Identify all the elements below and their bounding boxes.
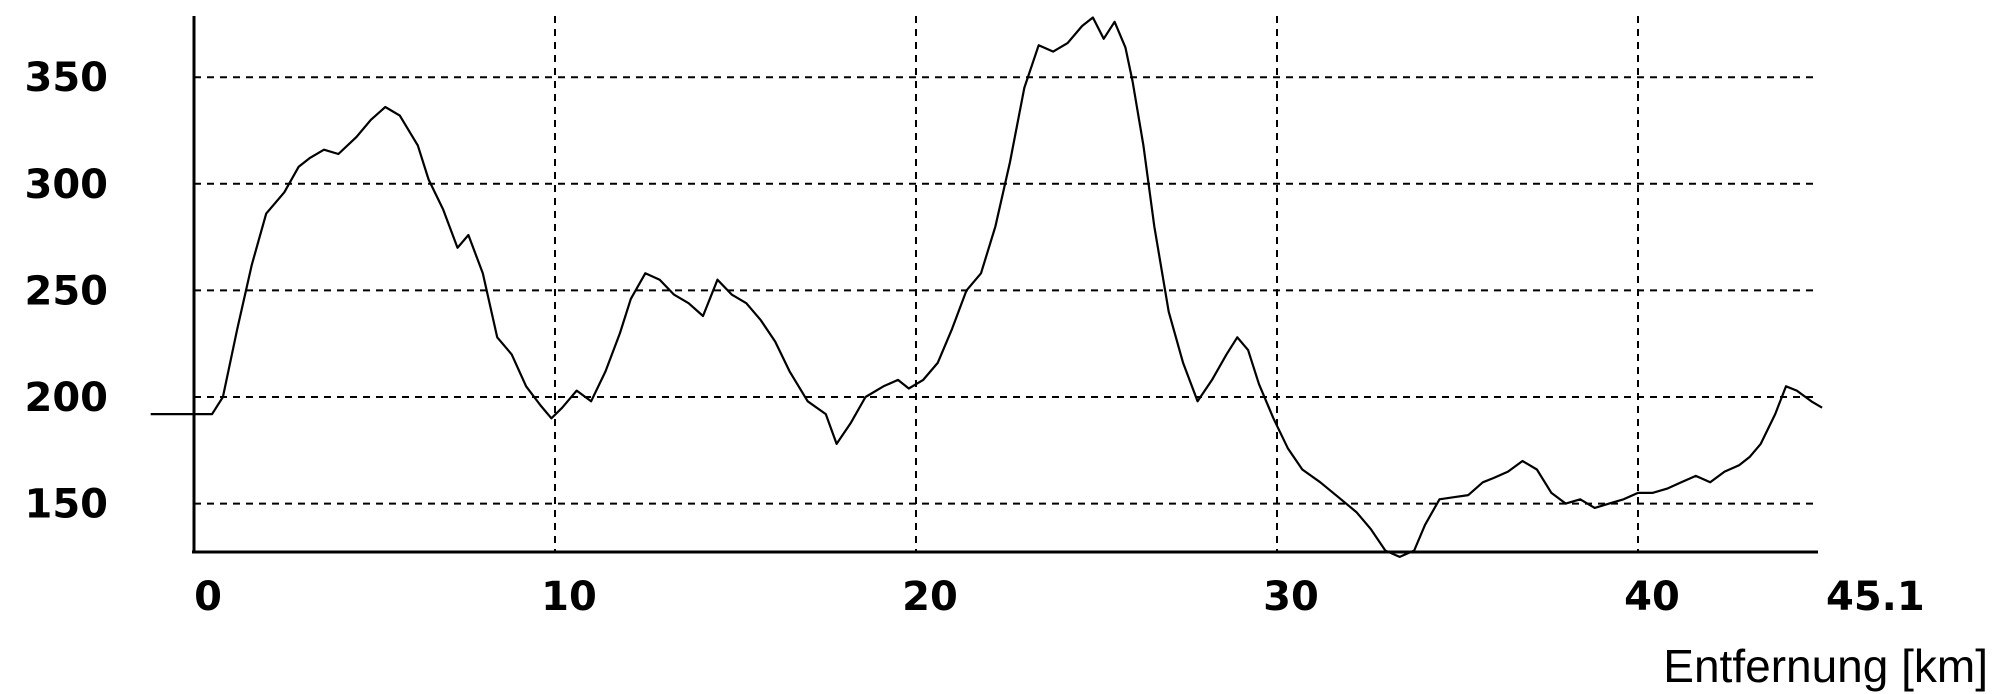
x-axis-label: Entfernung [km]: [1663, 640, 1988, 692]
axes: [192, 16, 1818, 554]
x-tick-label: 40: [1624, 574, 1680, 620]
y-tick-label: 300: [25, 162, 109, 208]
y-tick-label: 250: [25, 268, 109, 314]
gridlines: [194, 16, 1818, 552]
x-tick-label: 45.1: [1826, 574, 1925, 620]
y-tick-label: 150: [25, 482, 109, 528]
y-tick-labels: 350 300 250 200 150: [25, 55, 109, 527]
x-tick-label: 20: [902, 574, 958, 620]
x-tick-label: 30: [1263, 574, 1319, 620]
x-tick-label: 0: [194, 574, 222, 620]
y-tick-label: 200: [25, 375, 109, 421]
series-group: [150, 16, 1823, 559]
x-tick-label: 10: [541, 574, 597, 620]
series-line-0: [150, 16, 1823, 559]
y-tick-label: 350: [25, 55, 109, 101]
x-tick-labels: 0 10 20 30 40 45.1: [194, 574, 1925, 620]
